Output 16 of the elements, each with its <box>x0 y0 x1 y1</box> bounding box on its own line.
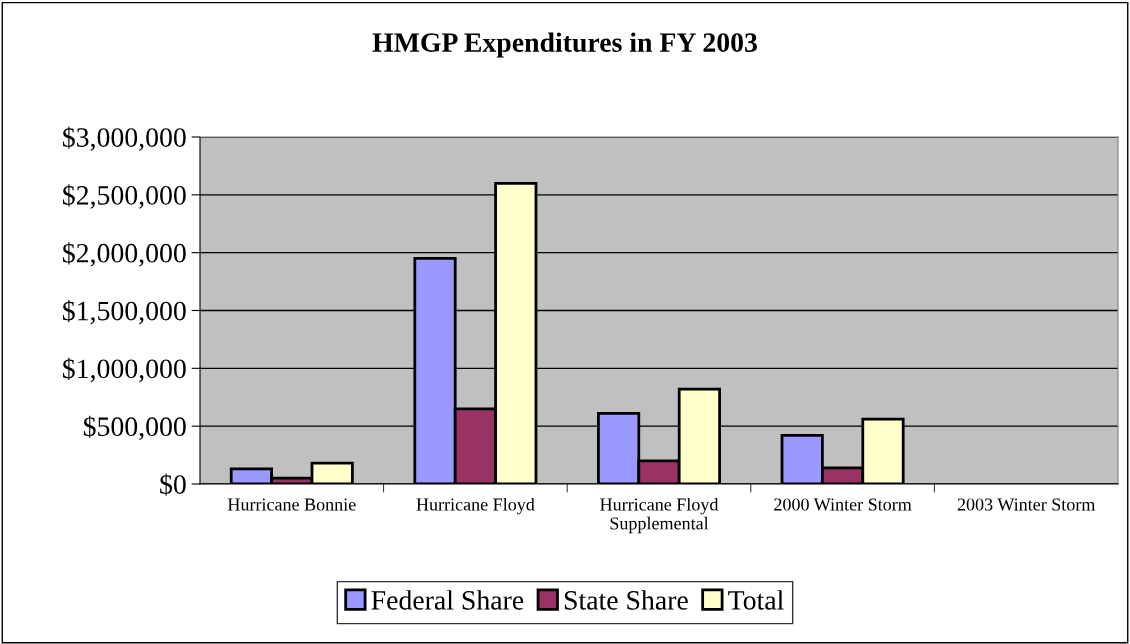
y-tick-label: $3,000,000 <box>63 126 186 151</box>
x-tick-label: Hurricane Floyd <box>416 497 535 515</box>
y-tick-label: $500,000 <box>83 415 186 441</box>
y-tick-label: $2,000,000 <box>63 242 186 267</box>
x-tick-label: 2003 Winter Storm <box>957 498 1096 511</box>
x-tick-label: 2000 Winter Storm <box>774 498 912 511</box>
y-tick-label: $2,500,000 <box>63 184 186 209</box>
y-tick-label: $1,500,000 <box>63 300 186 325</box>
y-tick-label: $0 <box>160 473 186 496</box>
legend-label: Total <box>728 590 784 610</box>
legend-label: Federal Share <box>371 590 524 610</box>
x-tick-label: Hurricane Bonnie <box>227 498 356 511</box>
y-tick-label: $1,000,000 <box>63 357 186 383</box>
x-tick-label: Hurricane Floyd Supplemental <box>600 497 719 534</box>
legend-label: State Share <box>564 590 688 610</box>
chart-title: HMGP Expenditures in FY 2003 <box>372 32 757 58</box>
